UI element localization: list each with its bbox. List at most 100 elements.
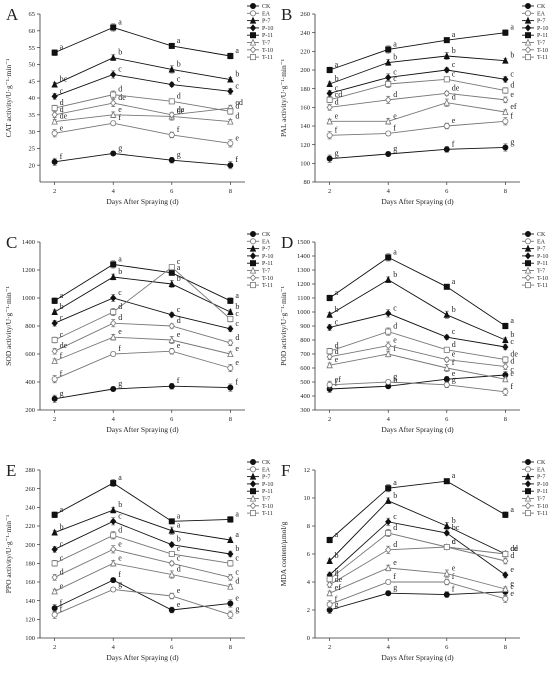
data-point bbox=[326, 155, 333, 162]
legend-label: CK bbox=[537, 232, 546, 238]
data-point bbox=[168, 348, 175, 355]
data-point bbox=[227, 108, 234, 115]
data-point bbox=[51, 347, 58, 355]
data-point bbox=[227, 53, 234, 60]
significance-label: c bbox=[60, 313, 64, 322]
series-p-11: a a a a bbox=[51, 17, 239, 60]
significance-label: c bbox=[177, 553, 181, 562]
legend-marker bbox=[249, 252, 257, 260]
data-point bbox=[168, 131, 175, 138]
legend-marker bbox=[249, 480, 257, 488]
x-tick-label: 6 bbox=[170, 416, 174, 423]
significance-label: a bbox=[335, 60, 339, 69]
y-tick-label: 220 bbox=[300, 49, 310, 56]
data-point bbox=[384, 564, 392, 571]
y-tick-label: 20 bbox=[29, 162, 36, 169]
data-point bbox=[110, 24, 117, 31]
series-line bbox=[54, 534, 231, 564]
significance-label: de bbox=[510, 544, 518, 553]
legend-marker bbox=[525, 510, 532, 517]
legend-label: CK bbox=[262, 232, 271, 238]
data-point bbox=[443, 364, 451, 372]
legend-label: T-7 bbox=[262, 41, 270, 47]
y-tick-label: 40 bbox=[29, 95, 36, 102]
significance-label: b bbox=[60, 302, 64, 311]
significance-label: b bbox=[235, 302, 239, 311]
series-line bbox=[54, 562, 231, 592]
legend-marker bbox=[249, 244, 257, 252]
data-point bbox=[502, 96, 509, 104]
data-point bbox=[227, 560, 234, 567]
significance-label: e bbox=[452, 369, 456, 378]
significance-label: a bbox=[235, 291, 239, 300]
legend-marker bbox=[524, 266, 532, 274]
series-p-11: a a a a bbox=[326, 471, 514, 544]
legend-label: T-11 bbox=[537, 55, 548, 61]
y-axis-label: SOD activity/U·g⁻¹·min⁻¹ bbox=[4, 286, 13, 366]
legend-label: T-10 bbox=[537, 504, 548, 510]
legend-label: T-7 bbox=[262, 497, 270, 503]
data-point bbox=[385, 530, 392, 537]
y-tick-label: 1100 bbox=[297, 295, 310, 302]
data-point bbox=[326, 557, 333, 564]
significance-label: a bbox=[177, 511, 181, 520]
significance-label: b bbox=[452, 305, 456, 314]
significance-label: d bbox=[393, 322, 397, 331]
significance-label: e bbox=[393, 111, 397, 120]
data-point bbox=[110, 385, 117, 392]
series-line bbox=[329, 147, 506, 160]
significance-label: b bbox=[335, 551, 339, 560]
significance-label: b bbox=[452, 516, 456, 525]
data-point bbox=[384, 117, 392, 125]
data-point bbox=[384, 350, 392, 358]
significance-label: e bbox=[510, 369, 514, 378]
data-point bbox=[51, 545, 58, 553]
data-point bbox=[168, 559, 175, 567]
panel-e: E 100 120 140 160 180 200 220 240 260 280 2 4 6 8 Days … bbox=[4, 458, 273, 662]
data-point bbox=[326, 353, 333, 361]
significance-label: a bbox=[118, 17, 122, 26]
data-point bbox=[51, 130, 58, 137]
significance-label: a bbox=[335, 288, 339, 297]
significance-label: d bbox=[60, 105, 64, 114]
data-point bbox=[443, 98, 451, 106]
significance-label: b bbox=[118, 48, 122, 57]
significance-label: cd bbox=[235, 98, 243, 107]
significance-label: a bbox=[235, 46, 239, 55]
y-tick-label: 160 bbox=[25, 579, 35, 586]
series-ea: e f f e bbox=[51, 113, 239, 148]
series-p-7: bc b b b bbox=[51, 48, 239, 88]
data-point bbox=[168, 593, 175, 600]
data-point bbox=[384, 275, 392, 283]
significance-label: d bbox=[235, 333, 239, 342]
significance-label: c bbox=[452, 537, 456, 546]
y-tick-label: 25 bbox=[29, 146, 36, 153]
data-point bbox=[502, 362, 509, 371]
series-ck: g g f f bbox=[51, 376, 238, 403]
significance-label: b bbox=[452, 46, 456, 55]
data-point bbox=[443, 346, 450, 353]
significance-label: d bbox=[118, 302, 122, 311]
data-point bbox=[227, 384, 234, 391]
data-point bbox=[502, 388, 509, 395]
data-point bbox=[227, 350, 234, 358]
y-tick-label: 200 bbox=[25, 407, 35, 414]
y-tick-label: 400 bbox=[300, 393, 310, 400]
data-point bbox=[168, 518, 175, 525]
significance-label: g bbox=[393, 372, 397, 381]
data-point bbox=[385, 96, 392, 104]
significance-label: e bbox=[335, 355, 339, 364]
legend-label: P-7 bbox=[537, 247, 545, 253]
data-point bbox=[51, 308, 58, 316]
data-point bbox=[110, 120, 117, 127]
legend-label: T-7 bbox=[537, 497, 545, 503]
y-axis-label: PAL activity/U·g⁻¹·min⁻¹ bbox=[279, 59, 288, 137]
legend-label: EA bbox=[537, 467, 546, 473]
data-point bbox=[502, 322, 509, 329]
